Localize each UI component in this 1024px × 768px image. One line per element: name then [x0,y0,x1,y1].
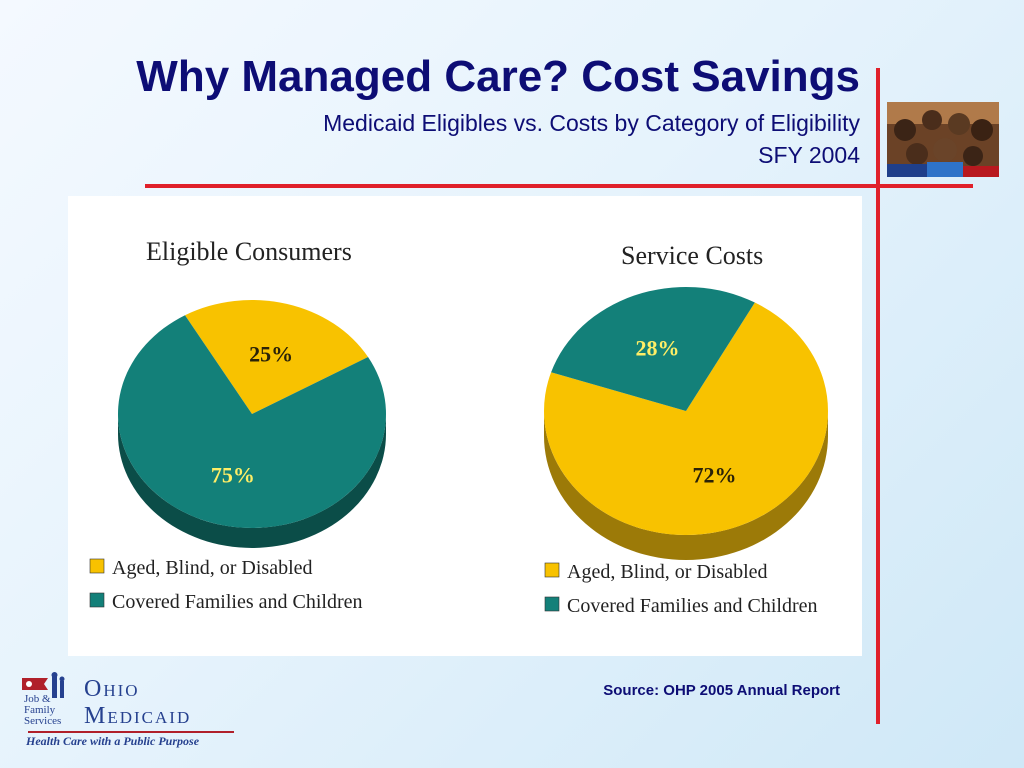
source-note: Source: OHP 2005 Annual Report [603,682,840,699]
accent-vertical-line [876,68,880,724]
chart-title: Eligible Consumers [146,237,352,266]
legend-swatch [89,592,105,608]
slide-subtitle: Medicaid Eligibles vs. Costs by Category… [323,110,860,136]
fiscal-year-label: SFY 2004 [758,142,860,168]
pie-data-label: 75% [211,463,255,488]
slide-title: Why Managed Care? Cost Savings [136,52,860,101]
pie-slice [544,302,829,535]
legend-label: Aged, Blind, or Disabled [567,561,768,583]
logo-tagline: Health Care with a Public Purpose [26,734,200,748]
pie-slice [117,315,386,528]
accent-horizontal-line [145,184,973,188]
pie-slice-side [544,411,828,560]
logo-divider [28,731,234,733]
chart-panel: Eligible Consumers 25% 75% Aged, Blind, o… [68,196,862,656]
pie-slice [185,300,369,414]
legend-label: Covered Families and Children [567,595,818,617]
legend-swatch [544,562,560,578]
logo-wordmark-medicaid: Medicaid [84,703,192,729]
pie-charts-svg: Eligible Consumers 25% 75% Aged, Blind, o… [89,237,829,617]
legend-label: Aged, Blind, or Disabled [112,557,313,579]
pie-slice-side [118,414,386,548]
pie-chart-service-costs: Service Costs 72% 28% Aged, Blind, or Dis… [544,241,829,617]
pie-slice [551,287,755,411]
pie-data-label: 25% [249,341,293,366]
legend-label: Covered Families and Children [112,591,363,613]
pie-data-label: 28% [636,336,680,361]
legend-swatch [544,596,560,612]
family-photo [887,102,999,177]
ohio-medicaid-logo: Job & Family Services Ohio Medicaid Heal… [14,672,236,752]
logo-agency-name: Job & Family Services [24,693,62,727]
pie-data-label: 72% [692,462,736,487]
chart-title: Service Costs [621,241,763,270]
legend-swatch [89,558,105,574]
pie-chart-eligible-consumers: Eligible Consumers 25% 75% Aged, Blind, o… [89,237,386,613]
logo-wordmark-ohio: Ohio [84,676,140,702]
ohio-flag-family-icon [22,672,65,698]
